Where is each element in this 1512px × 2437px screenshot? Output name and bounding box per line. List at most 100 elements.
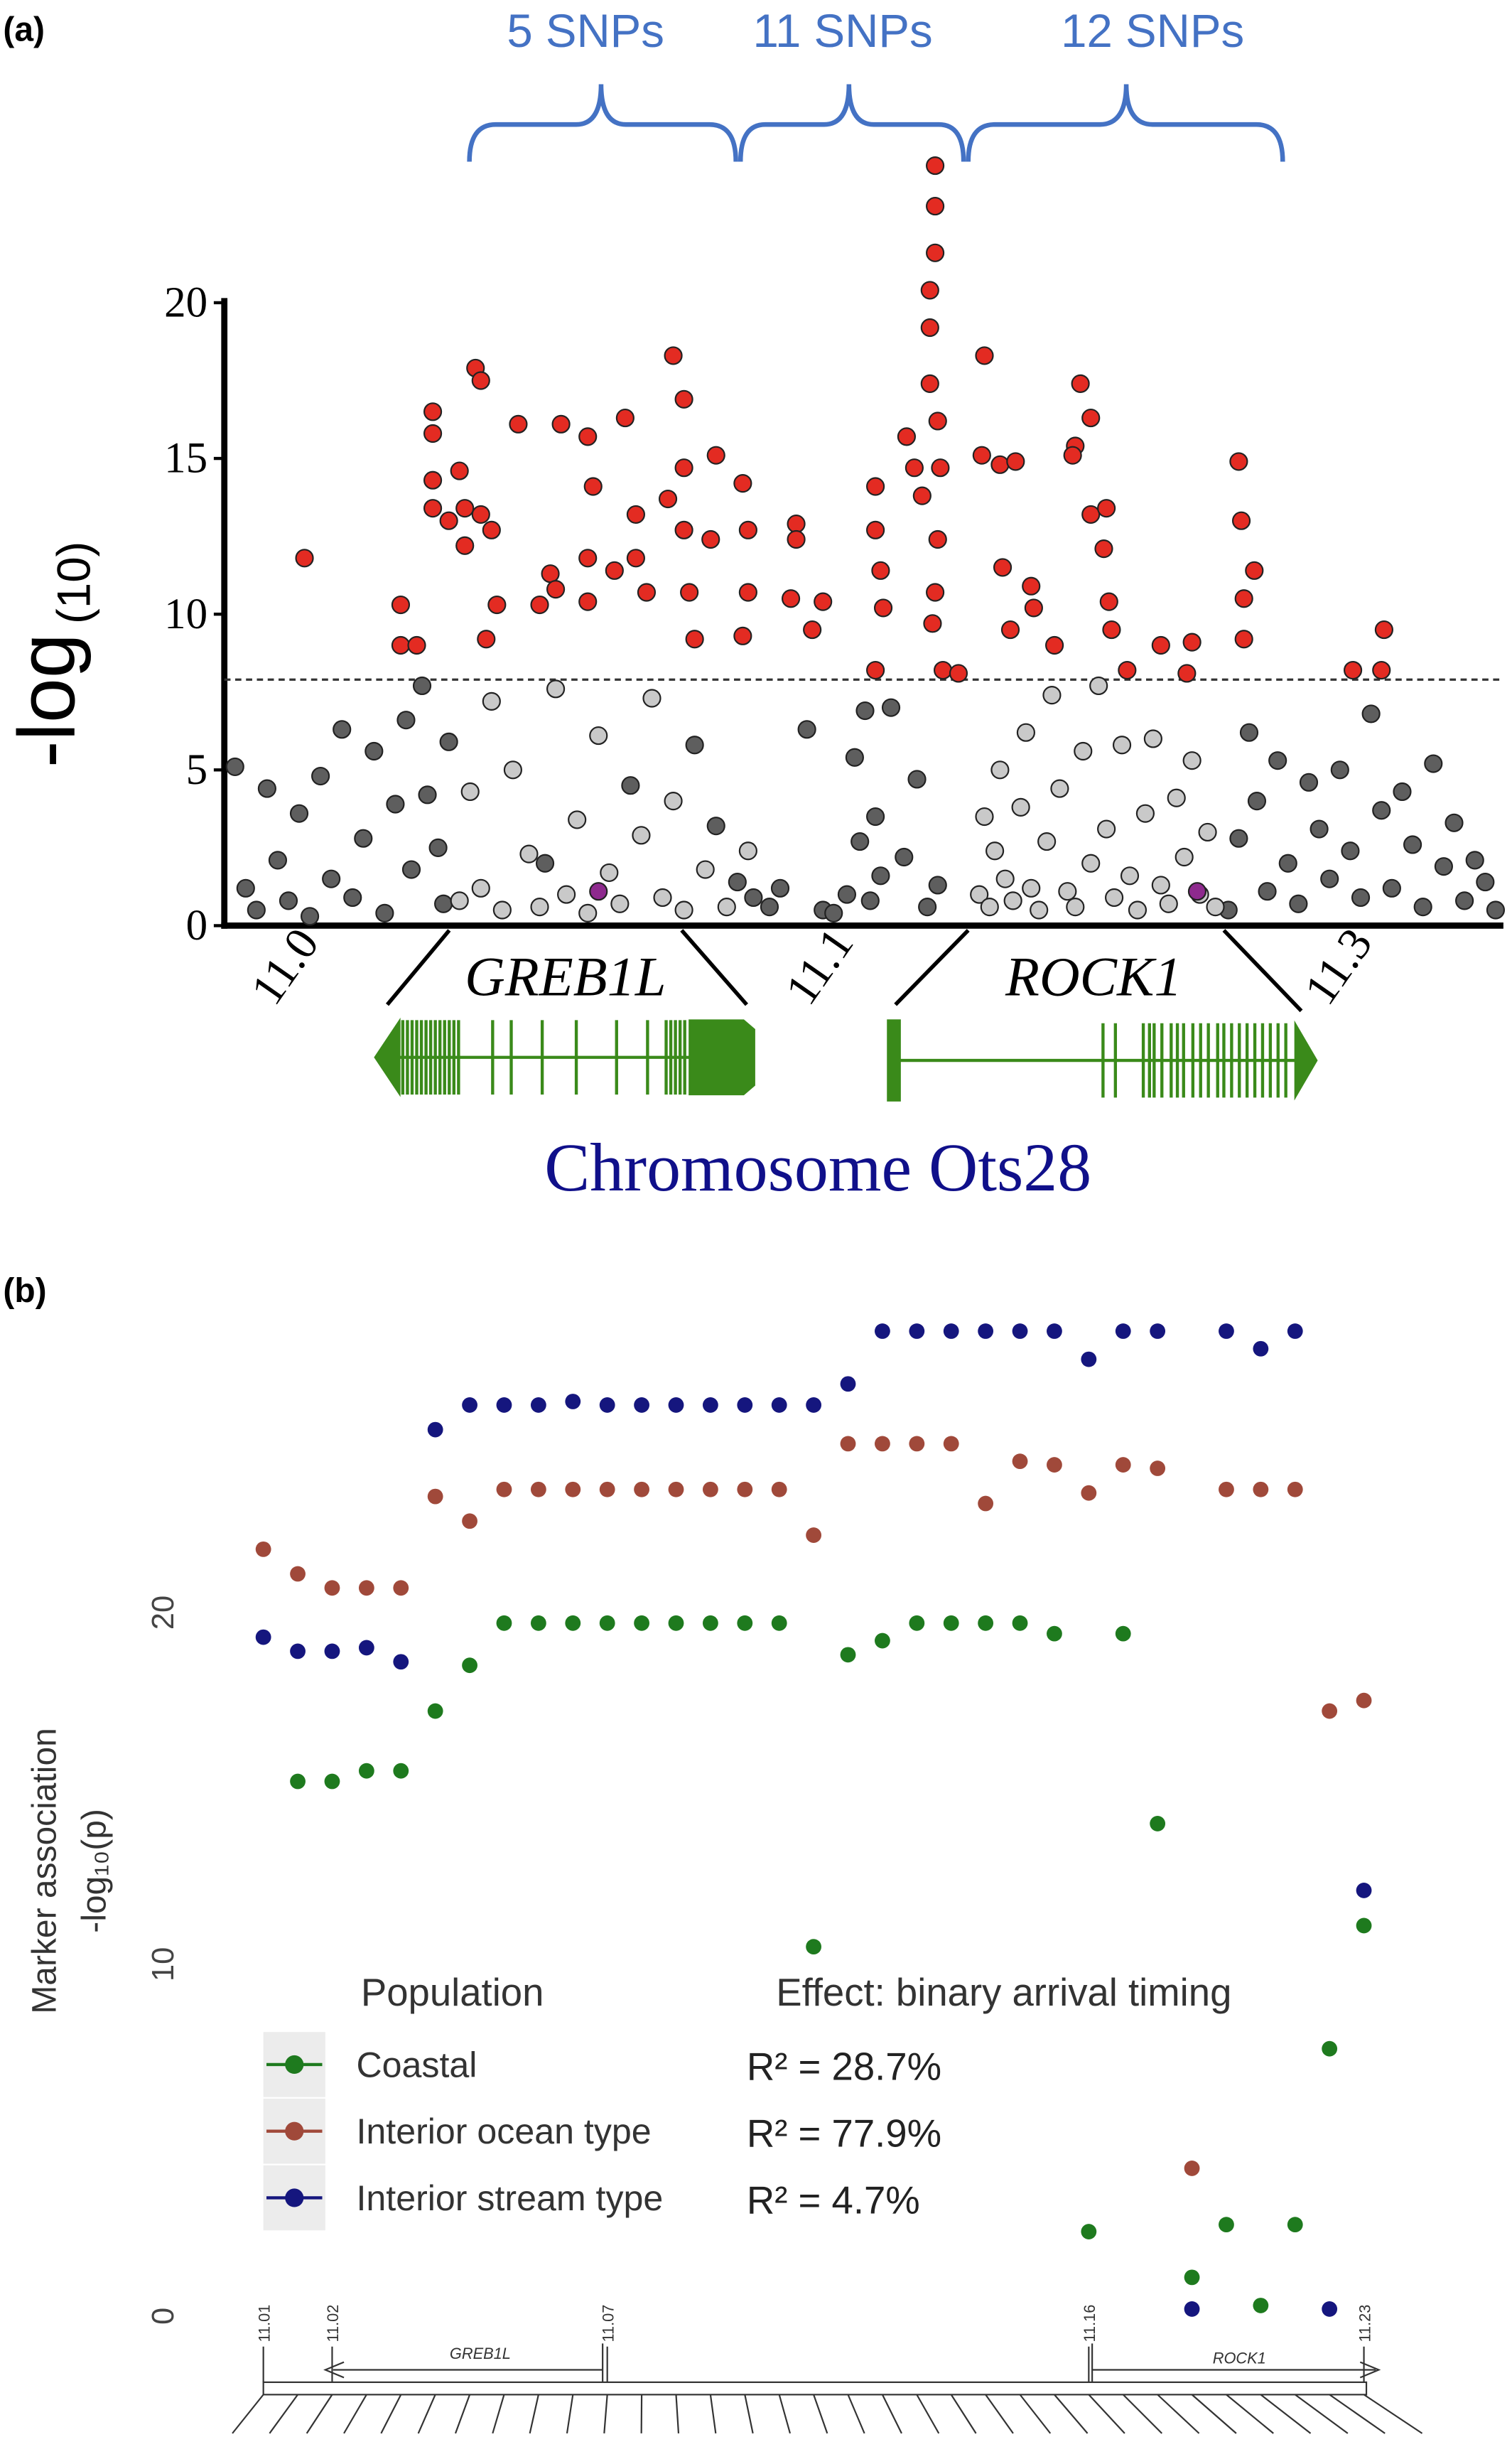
point (696, 860, 715, 879)
point (990, 455, 1010, 474)
point (290, 1643, 306, 1659)
point (1382, 878, 1401, 898)
point (1258, 882, 1277, 901)
point (680, 583, 699, 602)
point (364, 741, 384, 761)
point (423, 424, 443, 443)
point (462, 1657, 477, 1674)
point (236, 878, 255, 898)
point (738, 520, 757, 539)
legend-title: Population (361, 1971, 544, 2014)
point (1024, 598, 1043, 618)
point (1287, 2217, 1303, 2233)
point (895, 847, 914, 867)
point (322, 869, 341, 888)
fan-line (492, 2394, 505, 2434)
annotation: 12 SNPs (1061, 5, 1244, 57)
point (428, 838, 448, 857)
point (1094, 539, 1113, 559)
point (1187, 882, 1207, 901)
point (658, 489, 678, 509)
fan-line (566, 2394, 574, 2434)
y-label-sub: (10) (48, 542, 99, 624)
point (589, 726, 608, 746)
point (412, 676, 432, 696)
fan-line (1088, 2394, 1125, 2434)
fan-line (881, 2394, 902, 2434)
y-tick-label: 0 (146, 2308, 180, 2325)
point (970, 885, 989, 904)
fan-line (675, 2394, 680, 2433)
y-axis-label: -log (10) (2, 542, 100, 768)
fan-line (417, 2394, 436, 2434)
point (803, 620, 822, 640)
point (1115, 1457, 1131, 1473)
point (492, 900, 512, 920)
point (589, 882, 608, 901)
point (546, 580, 566, 599)
point (1099, 592, 1118, 611)
connector (894, 929, 970, 1006)
point (541, 564, 560, 583)
point (1047, 1457, 1062, 1473)
point (509, 414, 528, 434)
point (806, 1939, 822, 1955)
point (418, 785, 437, 805)
point (503, 760, 522, 780)
point (225, 757, 244, 776)
fan-line (454, 2394, 471, 2434)
point (1245, 561, 1264, 580)
y-label-main: -log (2, 633, 92, 768)
point (1444, 813, 1464, 832)
point (1081, 854, 1101, 873)
point (439, 511, 458, 530)
point (434, 894, 453, 913)
point (1081, 408, 1101, 428)
legend-label: Coastal (356, 2045, 477, 2084)
point (668, 1615, 684, 1631)
effect-label: R² = 28.7% (747, 2045, 941, 2089)
point (482, 692, 501, 711)
gene-track (232, 2343, 1423, 2434)
legend-label: Interior ocean type (356, 2111, 651, 2151)
point (685, 630, 704, 649)
point (439, 732, 458, 751)
point (881, 698, 901, 717)
point (565, 1615, 581, 1631)
effect-label: R² = 77.9% (747, 2112, 941, 2156)
point (1150, 1460, 1166, 1476)
point (926, 196, 945, 216)
point (565, 1481, 581, 1497)
point (530, 1615, 546, 1631)
point (875, 1632, 890, 1649)
x-axis-label: Chromosome Ots28 (544, 1130, 1091, 1205)
point (1476, 872, 1495, 892)
fan-line (232, 2394, 264, 2434)
point (354, 829, 373, 848)
point (1184, 2269, 1200, 2286)
point (634, 1481, 649, 1497)
point (926, 583, 945, 602)
point (1372, 660, 1391, 680)
fan-line (950, 2394, 977, 2434)
point (599, 1481, 615, 1497)
point (1239, 723, 1259, 742)
point (455, 499, 475, 518)
point (1182, 751, 1202, 770)
point (1184, 2161, 1200, 2176)
point (599, 1397, 615, 1413)
point (806, 1397, 822, 1413)
point (530, 898, 549, 917)
fan-line (1157, 2394, 1200, 2434)
point (737, 1481, 753, 1497)
point (279, 891, 298, 910)
point (1081, 2224, 1097, 2239)
y-tick-label: 10 (146, 1947, 180, 1982)
y-tick-label: 15 (164, 435, 207, 483)
point (1434, 857, 1453, 876)
fan-line (1295, 2394, 1349, 2434)
point (568, 810, 587, 829)
point (1310, 819, 1329, 839)
point (551, 414, 571, 434)
point (1102, 620, 1121, 640)
